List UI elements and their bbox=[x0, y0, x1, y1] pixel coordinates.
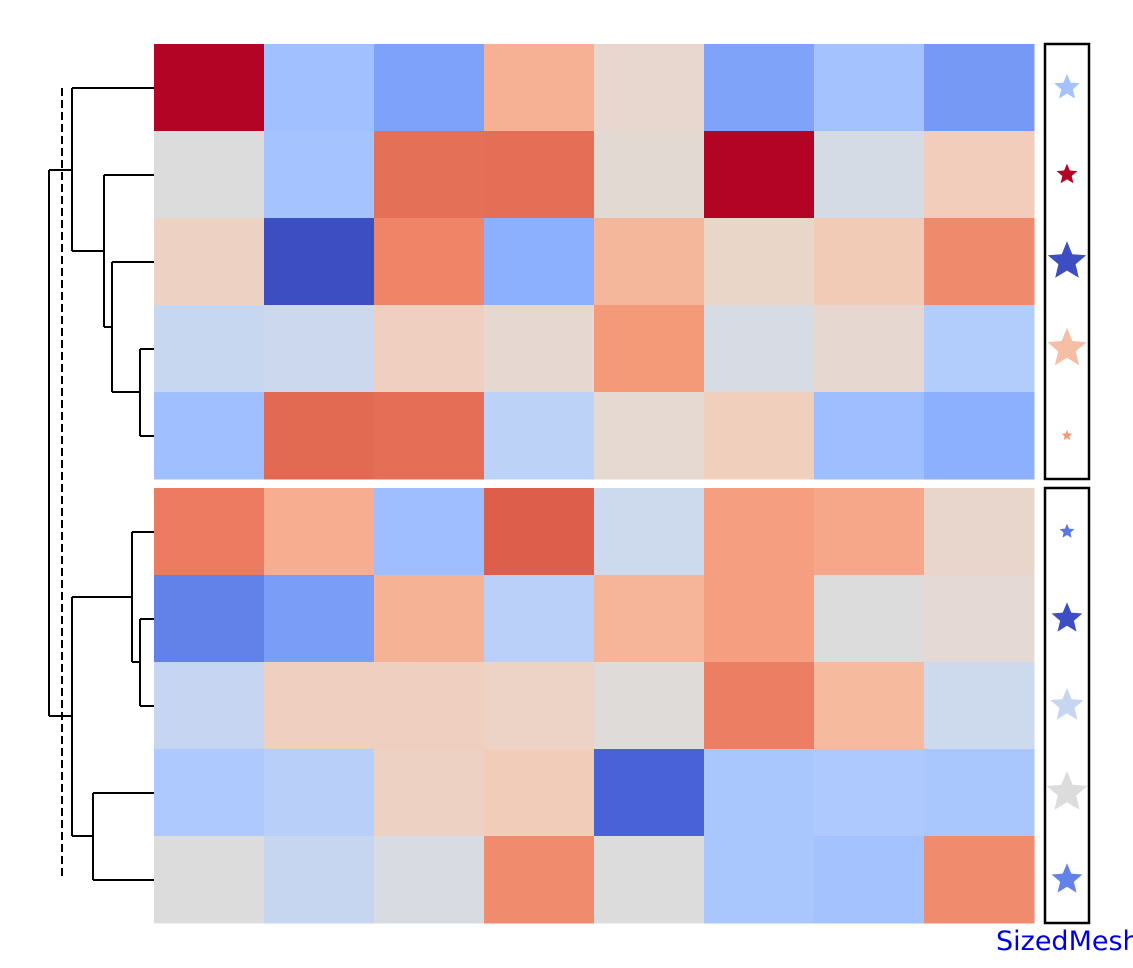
heatmap-cell bbox=[704, 218, 815, 306]
heatmap-cell bbox=[154, 749, 265, 837]
heatmap-cell bbox=[484, 218, 595, 306]
heatmap-cell bbox=[374, 392, 485, 480]
star-marker bbox=[1050, 688, 1084, 720]
heatmap-cell bbox=[704, 749, 815, 837]
heatmap-cell bbox=[924, 131, 1035, 219]
heatmap-cell bbox=[594, 575, 705, 663]
heatmap-cell bbox=[704, 131, 815, 219]
heatmap-cell bbox=[594, 131, 705, 219]
heatmap-cell bbox=[484, 131, 595, 219]
heatmap-cell bbox=[264, 44, 375, 132]
heatmap-cell bbox=[154, 131, 265, 219]
star-marker bbox=[1051, 863, 1083, 893]
star-marker bbox=[1056, 163, 1078, 184]
heatmap-cell bbox=[594, 488, 705, 576]
star-annotation-track bbox=[1043, 42, 1091, 925]
heatmap-cell bbox=[924, 749, 1035, 837]
heatmap-cell bbox=[264, 836, 375, 924]
heatmap-cell bbox=[814, 218, 925, 306]
heatmap-cell bbox=[704, 44, 815, 132]
heatmap-cell bbox=[484, 392, 595, 480]
heatmap-cell bbox=[484, 44, 595, 132]
heatmap-cell bbox=[814, 662, 925, 750]
star-marker bbox=[1047, 241, 1087, 278]
heatmap-cell bbox=[374, 575, 485, 663]
star-marker bbox=[1059, 523, 1075, 538]
heatmap-cell bbox=[484, 662, 595, 750]
star-marker bbox=[1046, 771, 1088, 810]
heatmap-cell bbox=[814, 488, 925, 576]
heatmap-cell bbox=[374, 749, 485, 837]
heatmap-cell bbox=[374, 488, 485, 576]
heatmap-cell bbox=[484, 749, 595, 837]
heatmap-cell bbox=[704, 305, 815, 393]
heatmap-cell bbox=[924, 218, 1035, 306]
heatmap-cell bbox=[924, 575, 1035, 663]
star-marker bbox=[1051, 602, 1083, 632]
heatmap-cell bbox=[814, 749, 925, 837]
heatmap-cell bbox=[594, 44, 705, 132]
footer-label: SizedMesh bbox=[996, 926, 1133, 957]
heatmap-cell bbox=[484, 575, 595, 663]
heatmap-cell bbox=[704, 836, 815, 924]
heatmap-cell bbox=[814, 575, 925, 663]
row-dendrogram bbox=[48, 87, 154, 881]
heatmap-cell bbox=[264, 218, 375, 306]
heatmap-cell bbox=[374, 836, 485, 924]
heatmap-cell bbox=[924, 392, 1035, 480]
heatmap-cell bbox=[484, 836, 595, 924]
heatmap-cell bbox=[704, 392, 815, 480]
heatmap-cell bbox=[264, 662, 375, 750]
heatmap-cell bbox=[264, 488, 375, 576]
heatmap-cell bbox=[814, 392, 925, 480]
heatmap-cell bbox=[594, 218, 705, 306]
heatmap-cell bbox=[924, 44, 1035, 132]
star-marker bbox=[1047, 327, 1087, 366]
heatmap-cell bbox=[154, 218, 265, 306]
heatmap-cell bbox=[814, 836, 925, 924]
heatmap-cell bbox=[484, 305, 595, 393]
heatmap-cell bbox=[154, 488, 265, 576]
star-marker bbox=[1054, 73, 1080, 99]
heatmap-cell bbox=[374, 44, 485, 132]
heatmap-cell bbox=[594, 662, 705, 750]
heatmap-cell bbox=[264, 749, 375, 837]
heatmap-cell bbox=[154, 392, 265, 480]
heatmap-cell bbox=[594, 305, 705, 393]
heatmap-cell bbox=[154, 44, 265, 132]
heatmap-cell bbox=[154, 662, 265, 750]
star-marker bbox=[1061, 429, 1073, 441]
heatmap-cell bbox=[154, 575, 265, 663]
heatmap-cell bbox=[374, 131, 485, 219]
heatmap-cell bbox=[484, 488, 595, 576]
heatmap-cell bbox=[704, 662, 815, 750]
heatmap-cell bbox=[594, 836, 705, 924]
heatmap-cell bbox=[374, 218, 485, 306]
heatmap-cell bbox=[264, 131, 375, 219]
heatmap-cell bbox=[594, 392, 705, 480]
heatmap-cells bbox=[154, 44, 1035, 924]
heatmap-cell bbox=[374, 305, 485, 393]
heatmap-cell bbox=[594, 749, 705, 837]
heatmap-cell bbox=[264, 392, 375, 480]
heatmap-cell bbox=[814, 305, 925, 393]
heatmap-cell bbox=[374, 662, 485, 750]
star-track-frame-bottom bbox=[1043, 486, 1091, 925]
heatmap-cell bbox=[154, 305, 265, 393]
heatmap-cell bbox=[154, 836, 265, 924]
heatmap-cell bbox=[924, 488, 1035, 576]
heatmap-cell bbox=[814, 44, 925, 132]
heatmap-cell bbox=[264, 305, 375, 393]
star-track-frame-top bbox=[1043, 42, 1091, 481]
heatmap-cell bbox=[924, 305, 1035, 393]
heatmap-cell bbox=[924, 662, 1035, 750]
heatmap-cell bbox=[704, 575, 815, 663]
heatmap-cell bbox=[704, 488, 815, 576]
heatmap-cell bbox=[924, 836, 1035, 924]
heatmap-cell bbox=[264, 575, 375, 663]
heatmap-cell bbox=[814, 131, 925, 219]
